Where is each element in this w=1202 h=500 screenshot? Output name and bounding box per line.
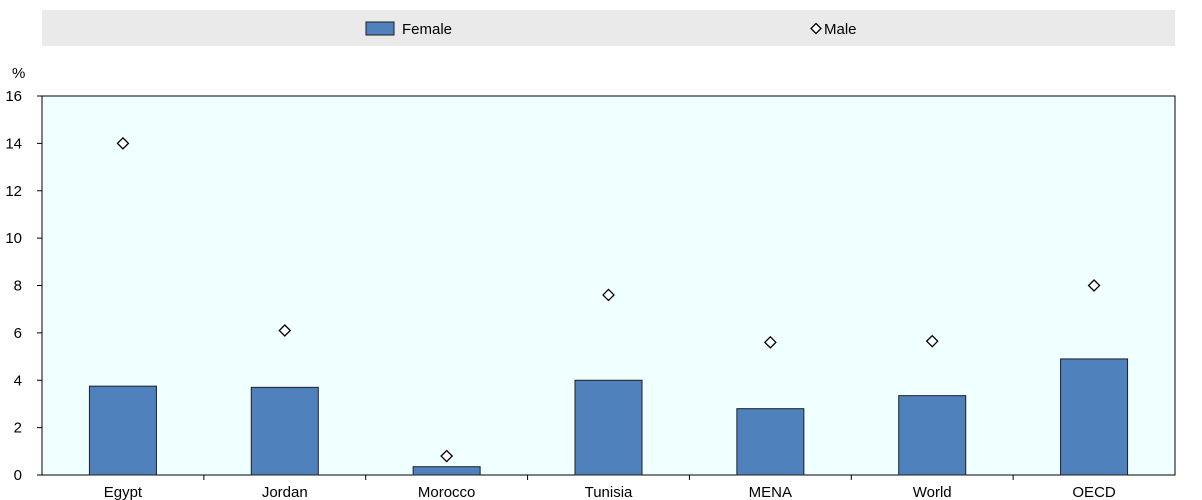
legend-label-male: Male (824, 21, 857, 38)
x-tick-label: MENA (749, 484, 792, 500)
bar-female-mena (736, 408, 805, 476)
y-axis: 0 2 4 6 8 10 12 14 16 (5, 88, 42, 484)
y-tick-label: 14 (5, 135, 22, 152)
legend: Female Male (42, 10, 1175, 46)
x-tick-label: World (913, 484, 952, 500)
bar-female-tunisia (574, 379, 643, 476)
y-tick-label: 8 (14, 278, 22, 295)
x-tick-label: Jordan (262, 484, 308, 500)
bar-female-oecd (1060, 358, 1129, 476)
marker-male-jordan (278, 324, 292, 337)
marker-male-morocco (440, 449, 454, 463)
legend-swatch-female (365, 21, 395, 36)
bar-female-jordan (250, 386, 319, 476)
male-markers (116, 136, 1101, 463)
legend-diamond-male (810, 22, 822, 35)
y-tick-label: 0 (14, 467, 22, 484)
bar-female-morocco (412, 466, 481, 476)
bar-female-world (898, 395, 967, 476)
legend-item-male: Male (810, 21, 857, 38)
legend-item-female: Female (365, 21, 452, 38)
y-tick-label: 16 (5, 88, 22, 105)
bar-female-egypt (88, 385, 157, 476)
marker-male-tunisia (602, 288, 615, 302)
x-tick-label: Egypt (104, 484, 143, 500)
x-axis: Egypt Jordan Morocco Tunisia MENA World OECD (104, 475, 1116, 500)
marker-male-egypt (116, 136, 130, 150)
y-tick-label: 4 (14, 372, 22, 389)
y-unit-label: % (12, 65, 25, 82)
legend-background (42, 10, 1175, 46)
x-tick-label: OECD (1072, 484, 1116, 500)
legend-label-female: Female (402, 21, 452, 38)
y-tick-label: 6 (14, 325, 22, 342)
y-tick-label: 2 (14, 420, 22, 437)
x-tick-label: Morocco (418, 484, 476, 500)
marker-male-oecd (1087, 279, 1101, 292)
female-bars (88, 358, 1129, 476)
y-tick-label: 12 (5, 183, 22, 200)
x-tick-label: Tunisia (585, 484, 633, 500)
y-tick-label: 10 (5, 230, 22, 247)
marker-male-world (925, 334, 939, 348)
marker-male-mena (763, 335, 777, 349)
